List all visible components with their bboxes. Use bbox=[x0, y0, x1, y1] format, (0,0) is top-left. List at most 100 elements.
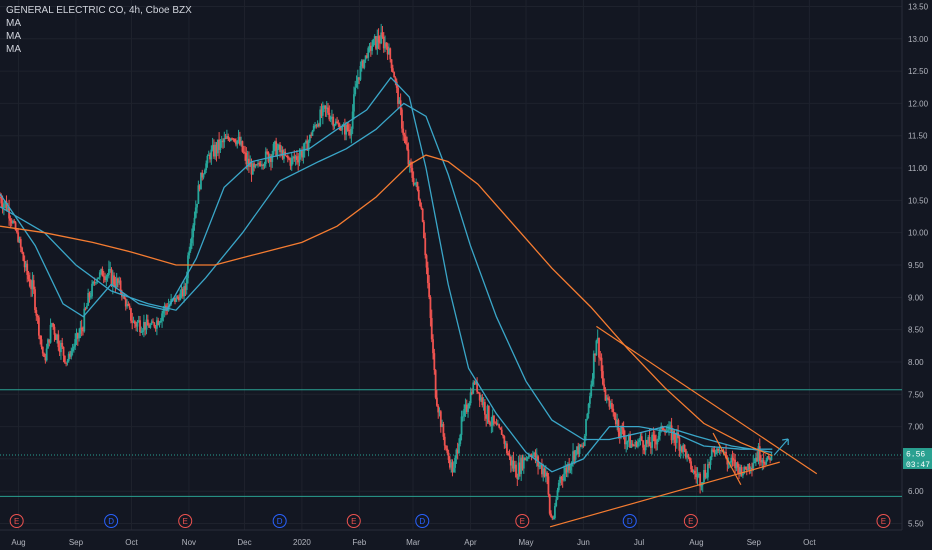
candle-body bbox=[69, 353, 71, 357]
candle-body bbox=[557, 482, 560, 491]
candle-body bbox=[402, 128, 405, 135]
candle-body bbox=[128, 305, 131, 309]
candle-body bbox=[474, 381, 477, 384]
candle-body bbox=[740, 467, 743, 476]
candle-body bbox=[547, 476, 550, 495]
candle-body bbox=[66, 360, 69, 363]
candle-body bbox=[272, 144, 275, 155]
candle-body bbox=[316, 124, 319, 127]
candle-body bbox=[585, 419, 587, 436]
candle-body bbox=[727, 462, 730, 465]
candle-body bbox=[652, 434, 655, 436]
trendline-support bbox=[549, 461, 780, 528]
candle-body bbox=[84, 308, 87, 310]
candle-body bbox=[454, 458, 456, 468]
earnings-event-marker[interactable]: E bbox=[178, 514, 193, 528]
candle-body bbox=[302, 151, 305, 158]
candle-body bbox=[554, 506, 556, 518]
candle-body bbox=[283, 151, 285, 159]
candle-body bbox=[526, 457, 529, 459]
earnings-event-marker[interactable]: E bbox=[876, 514, 891, 528]
candle-body bbox=[659, 429, 661, 436]
candle-body bbox=[117, 278, 119, 283]
candle-body bbox=[766, 456, 769, 461]
candle-body bbox=[360, 60, 363, 67]
candle-body bbox=[146, 319, 149, 326]
candle-body bbox=[495, 422, 498, 426]
candle-body bbox=[614, 419, 617, 425]
candle-body bbox=[52, 323, 55, 327]
candle-body bbox=[27, 274, 30, 280]
ma-indicator-2[interactable]: MA bbox=[6, 31, 21, 42]
candle-body bbox=[165, 305, 167, 309]
candle-body bbox=[380, 32, 383, 44]
candle-body bbox=[324, 105, 327, 109]
candle-body bbox=[321, 105, 324, 116]
candle-body bbox=[187, 255, 189, 279]
chart-legend: GENERAL ELECTRIC CO, 4h, Cboe BZX MA MA … bbox=[6, 4, 192, 56]
candle-body bbox=[548, 494, 551, 514]
candle-body bbox=[752, 463, 755, 469]
candle-body bbox=[2, 203, 5, 209]
candle-body bbox=[41, 346, 44, 354]
candle-body bbox=[34, 289, 36, 311]
candle-body bbox=[154, 326, 157, 329]
dividend-event-marker[interactable]: D bbox=[272, 514, 287, 528]
ma-indicator-1[interactable]: MA bbox=[6, 18, 21, 29]
candle-body bbox=[408, 161, 411, 165]
candle-body bbox=[6, 206, 9, 211]
candle-body bbox=[647, 437, 650, 444]
candle-body bbox=[384, 42, 386, 49]
candle-body bbox=[318, 124, 320, 126]
dividend-event-marker[interactable]: D bbox=[415, 514, 430, 528]
candle-body bbox=[108, 269, 110, 275]
candle-body bbox=[178, 297, 180, 301]
earnings-event-marker[interactable]: E bbox=[346, 514, 361, 528]
candle-body bbox=[320, 109, 323, 116]
candle-body bbox=[200, 172, 202, 190]
candle-body bbox=[410, 161, 412, 168]
event-marker-circle bbox=[346, 514, 361, 528]
earnings-event-marker[interactable]: E bbox=[515, 514, 530, 528]
candle-body bbox=[158, 322, 161, 325]
candle-body bbox=[503, 436, 506, 444]
candle-body bbox=[356, 77, 359, 84]
price-tick-label: 6.00 bbox=[908, 487, 924, 496]
symbol-title[interactable]: GENERAL ELECTRIC CO, 4h, Cboe BZX bbox=[6, 5, 192, 16]
candle-body bbox=[270, 155, 272, 162]
candle-body bbox=[675, 432, 678, 443]
candle-body bbox=[631, 443, 634, 446]
candle-body bbox=[319, 109, 322, 126]
candle-body bbox=[708, 464, 711, 466]
earnings-event-marker[interactable]: E bbox=[683, 514, 698, 528]
candle-body bbox=[559, 477, 561, 483]
candle-body bbox=[592, 353, 595, 379]
candle-body bbox=[97, 277, 100, 279]
time-tick-label: Aug bbox=[11, 538, 25, 547]
candle-body bbox=[419, 199, 421, 207]
candle-body bbox=[544, 472, 547, 477]
candle-body bbox=[651, 434, 654, 448]
candle-body bbox=[58, 347, 61, 353]
candle-body bbox=[624, 437, 626, 445]
candle-body bbox=[314, 125, 316, 127]
candle-body bbox=[194, 207, 197, 218]
candle-body bbox=[219, 140, 222, 150]
candle-body bbox=[390, 59, 393, 69]
candle-body bbox=[32, 280, 35, 290]
price-tick-label: 7.50 bbox=[908, 390, 924, 399]
candle-body bbox=[349, 130, 351, 136]
candle-body bbox=[399, 100, 402, 110]
candle-body bbox=[227, 136, 230, 139]
dividend-event-marker[interactable]: D bbox=[104, 514, 119, 528]
dividend-event-marker[interactable]: D bbox=[622, 514, 637, 528]
event-marker-label: E bbox=[688, 517, 693, 526]
candle-body bbox=[75, 333, 78, 340]
earnings-event-marker[interactable]: E bbox=[9, 514, 24, 528]
candle-body bbox=[491, 415, 494, 425]
candle-body bbox=[458, 443, 460, 454]
candle-body bbox=[692, 470, 695, 472]
ma-indicator-3[interactable]: MA bbox=[6, 44, 21, 55]
candle-body bbox=[213, 144, 215, 157]
